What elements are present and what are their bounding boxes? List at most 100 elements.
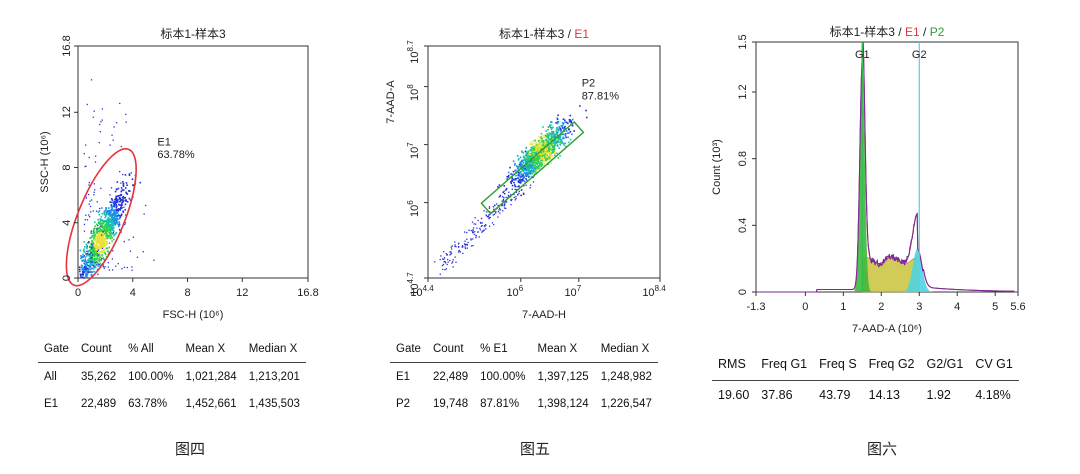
data-point <box>543 155 546 157</box>
data-point <box>87 268 89 270</box>
panel-fig6: 标本1-样本3 / E1 / P2 G1 G2 -1.3 0 1 2 3 4 5 5.6 0 0.4 0.… <box>700 0 1080 474</box>
data-point <box>512 160 515 162</box>
data-point <box>561 122 564 124</box>
data-point <box>511 188 513 190</box>
data-point <box>88 156 90 159</box>
data-point <box>534 164 536 167</box>
data-point <box>110 187 113 189</box>
data-point <box>91 260 94 263</box>
table-header-cell: G2/G1 <box>926 357 964 371</box>
data-point <box>535 152 538 155</box>
data-point <box>497 216 499 218</box>
data-point <box>79 270 81 273</box>
data-point <box>540 140 543 142</box>
data-point <box>94 155 97 157</box>
data-point <box>525 184 527 186</box>
data-point <box>529 158 532 160</box>
data-point <box>114 211 117 214</box>
data-point <box>110 227 112 230</box>
data-point <box>538 150 540 152</box>
tick-exp: 6 <box>406 200 415 205</box>
data-point <box>562 122 565 125</box>
y-tick-label: 8 <box>61 164 73 170</box>
data-point <box>542 139 545 142</box>
data-point <box>103 251 106 254</box>
data-point <box>97 255 99 258</box>
data-point <box>531 153 533 156</box>
data-point <box>114 223 117 226</box>
data-point <box>110 208 112 211</box>
data-point <box>504 202 506 204</box>
data-point <box>551 149 554 151</box>
data-point <box>540 146 543 148</box>
data-point <box>538 164 541 167</box>
data-point <box>521 163 524 166</box>
data-point <box>90 273 93 276</box>
data-point <box>559 141 562 144</box>
data-point <box>84 251 86 253</box>
data-point <box>98 260 101 263</box>
gate-label-percent: 87.81% <box>582 90 620 102</box>
table-row: 19.60 37.86 43.79 14.13 1.92 4.18% <box>712 380 1019 409</box>
data-point <box>568 141 570 144</box>
data-point <box>547 163 550 166</box>
data-point <box>123 197 126 199</box>
data-point <box>534 145 537 148</box>
data-point <box>523 171 526 174</box>
data-point <box>111 214 114 216</box>
data-point <box>111 222 113 225</box>
data-point <box>566 132 569 134</box>
data-point <box>124 199 127 202</box>
data-point <box>539 138 542 140</box>
data-point <box>445 262 447 264</box>
data-point <box>98 248 101 250</box>
data-point <box>552 139 555 142</box>
data-point <box>465 243 467 246</box>
data-point <box>525 168 528 171</box>
table-header-cell: Mean X <box>531 336 595 363</box>
data-point <box>94 221 96 224</box>
data-point <box>113 204 115 206</box>
data-point <box>544 141 546 143</box>
data-point <box>95 240 98 242</box>
data-point <box>90 230 93 233</box>
data-point <box>528 166 530 168</box>
data-point <box>522 193 525 195</box>
data-point <box>94 254 96 257</box>
data-point <box>90 232 92 234</box>
data-point <box>98 226 101 229</box>
data-point <box>86 270 89 273</box>
data-point <box>81 265 84 267</box>
data-point <box>536 160 538 163</box>
data-point <box>108 226 111 229</box>
data-point <box>449 259 451 262</box>
data-point <box>109 209 112 212</box>
data-point <box>466 244 469 246</box>
data-point <box>544 134 547 137</box>
data-point <box>111 206 113 209</box>
table-cell: All <box>44 370 57 383</box>
data-point <box>99 221 102 224</box>
data-point <box>543 152 546 154</box>
data-point <box>451 262 453 264</box>
table-cell: 4.18% <box>969 380 1019 409</box>
y-axis-label: 7-AAD-A <box>385 80 397 124</box>
data-point <box>493 204 496 207</box>
data-point <box>96 232 98 234</box>
table-cell: E1 <box>44 397 59 410</box>
data-point <box>101 225 103 228</box>
data-point <box>93 236 96 239</box>
data-point <box>531 156 533 159</box>
data-point <box>446 263 448 266</box>
data-point <box>522 152 525 154</box>
data-point <box>111 236 114 239</box>
data-point <box>553 154 556 157</box>
data-point <box>562 133 565 136</box>
data-point <box>561 125 564 128</box>
data-point <box>546 142 548 144</box>
data-point <box>531 149 533 152</box>
data-point <box>110 223 113 226</box>
data-point <box>103 238 105 241</box>
data-point <box>96 223 98 226</box>
data-point <box>118 228 121 231</box>
